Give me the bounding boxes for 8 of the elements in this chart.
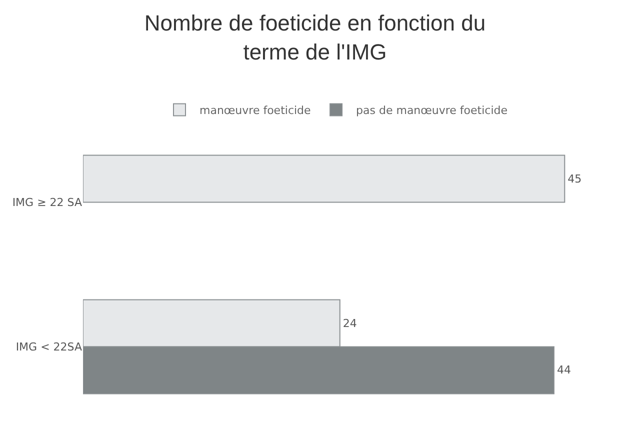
data-label: 24 (342, 316, 357, 330)
y-tick-label: IMG ≥ 22 SA (12, 196, 82, 210)
legend-label: pas de manœuvre foeticide (356, 104, 508, 118)
data-label: 45 (568, 172, 582, 186)
data-label: 44 (556, 364, 571, 377)
legend-label: manœuvre foeticide (200, 104, 312, 118)
y-tick-label: IMG < 22SA (16, 340, 82, 354)
chart-title: Nombre de foeticide en fonction du terme de l'IMG (144, 10, 486, 64)
